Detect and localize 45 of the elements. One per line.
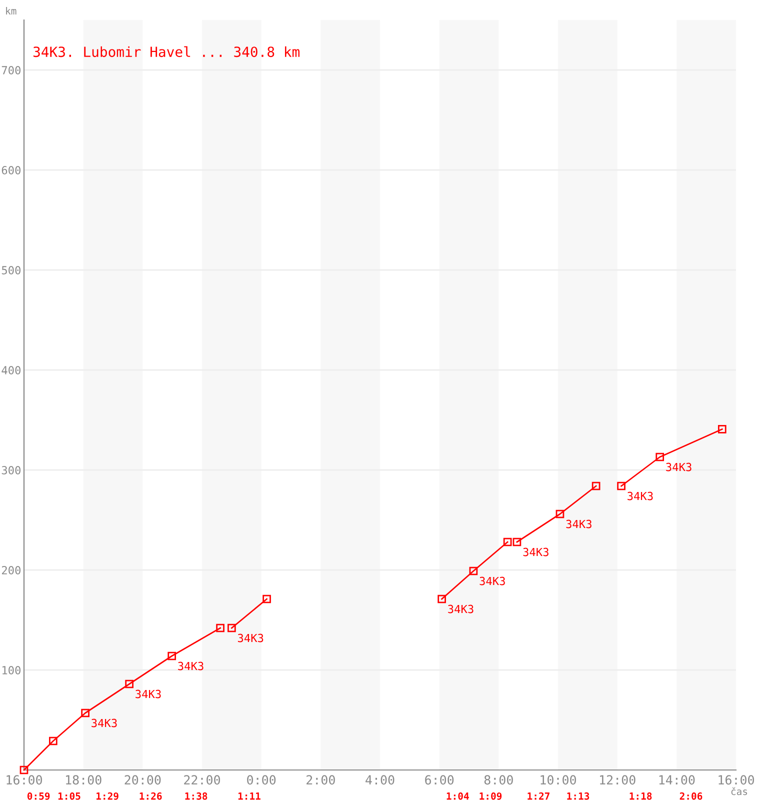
annotation: 34K3 [92,718,117,728]
x-tick-label: 2:00 [306,775,335,785]
text: 1:05 [58,792,80,800]
text: 1:26 [140,792,162,800]
annotation: 34K3 [136,690,161,698]
y-tick-label: 600 [2,166,20,174]
text: 1:09 [480,792,502,800]
x-tick-label: 20:00 [124,775,161,785]
annotation: 34K3 [628,492,653,500]
y-tick-label: 400 [2,366,20,374]
text: 2:06 [680,792,702,800]
x-tick-label: 16:00 [718,775,754,785]
text: 1:13 [567,792,590,800]
x-tick-label: 0:00 [247,775,276,785]
text: 1:27 [528,792,550,800]
x-tick-label: 10:00 [540,775,576,785]
x-tick-label: 8:00 [484,775,513,785]
annotation: 34K3 [238,634,264,642]
y-tick-label: 700 [2,66,20,74]
x-axis-title: čas [731,787,748,796]
x-tick-label: 6:00 [425,775,454,785]
annotation: 34K3 [178,662,204,670]
y-tick-label: 100 [2,666,20,674]
text: 34K3. Lubomir Havel ... 340.8 km [33,46,300,58]
x-tick-label: 22:00 [184,775,220,785]
y-tick-label: 200 [2,566,20,574]
text: 0:59 [27,792,50,800]
x-tick-label: 4:00 [366,775,394,785]
annotation: 34K3 [666,462,692,472]
annotation: 34K3 [480,576,505,586]
text: 1:18 [630,792,652,800]
y-axis-title: km [6,7,16,14]
annotation: 34K3 [523,548,548,556]
x-tick-label: 16:00 [6,775,42,785]
x-tick-label: 14:00 [659,775,695,785]
annotation: 34K3 [566,520,592,528]
text: 1:38 [185,792,208,800]
text: 1:11 [238,792,260,800]
x-tick-label: 18:00 [66,775,102,785]
text: 1:04 [446,792,469,800]
y-tick-label: 500 [2,266,20,274]
annotation: 34K3 [448,604,474,614]
x-tick-label: 12:00 [600,775,636,785]
text: 1:29 [96,792,118,800]
y-tick-label: 300 [2,466,20,474]
